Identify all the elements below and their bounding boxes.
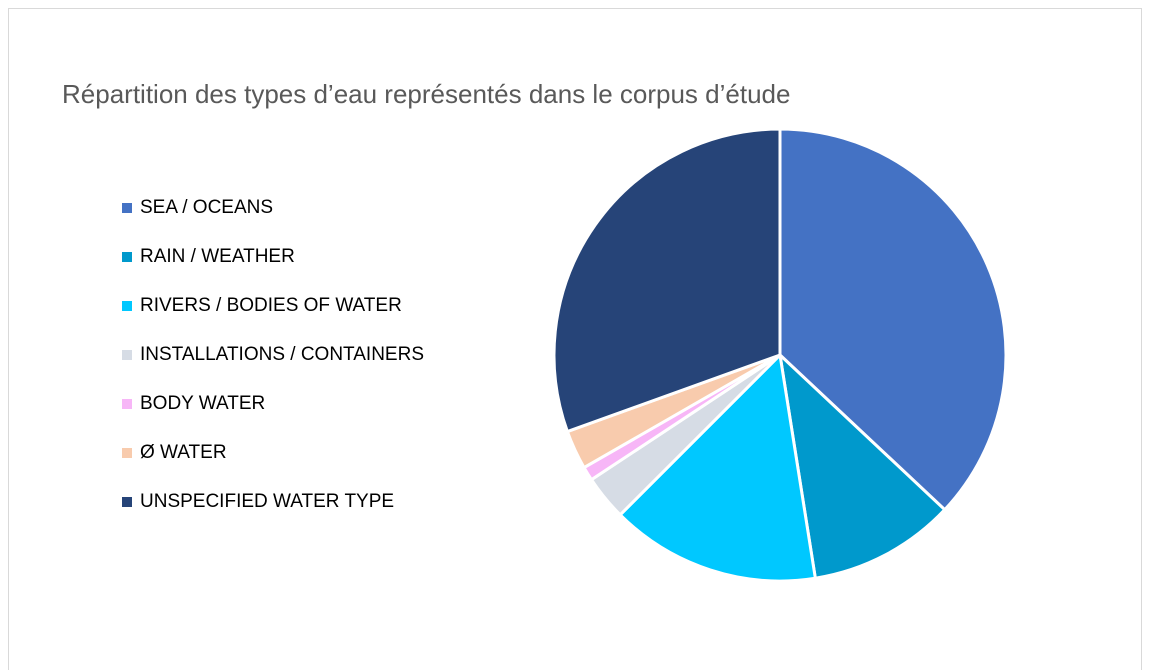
legend-swatch: [122, 203, 132, 213]
legend-label: RAIN / WEATHER: [140, 246, 295, 267]
legend-swatch: [122, 252, 132, 262]
pie-slice: [778, 127, 1008, 512]
legend-swatch: [122, 350, 132, 360]
legend-label: SEA / OCEANS: [140, 197, 273, 218]
legend-swatch: [122, 448, 132, 458]
legend-label: BODY WATER: [140, 393, 265, 414]
legend-label: INSTALLATIONS / CONTAINERS: [140, 344, 424, 365]
pie-slice: [618, 351, 818, 583]
legend-swatch: [122, 399, 132, 409]
legend-label: RIVERS / BODIES OF WATER: [140, 295, 402, 316]
legend-label: UNSPECIFIED WATER TYPE: [140, 491, 394, 512]
pie-slice: [777, 350, 947, 580]
legend-swatch: [122, 301, 132, 311]
pie-slice: [552, 127, 782, 434]
legend-swatch: [122, 497, 132, 507]
legend-label: Ø WATER: [140, 442, 227, 463]
chart-title: Répartition des types d’eau représentés …: [62, 79, 790, 109]
